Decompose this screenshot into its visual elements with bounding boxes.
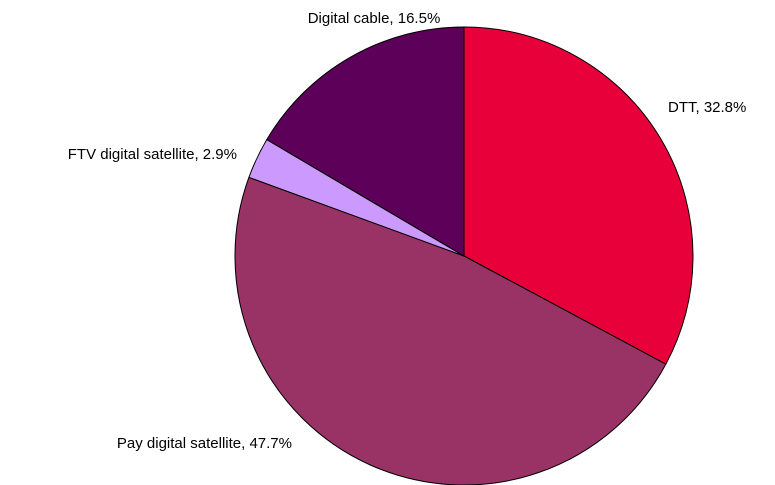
pie-slices (234, 26, 694, 485)
pie-slice-digital-cable (266, 26, 465, 257)
slice-label-dtt: DTT, 32.8% (668, 99, 746, 116)
slice-label-pay-digital-satellite: Pay digital satellite, 47.7% (117, 435, 292, 452)
pie-slice-pay-digital-satellite (234, 176, 667, 485)
slice-label-ftv-digital-satellite: FTV digital satellite, 2.9% (68, 146, 237, 163)
slice-label-digital-cable: Digital cable, 16.5% (308, 10, 441, 27)
pie-slice-dtt (463, 26, 694, 365)
